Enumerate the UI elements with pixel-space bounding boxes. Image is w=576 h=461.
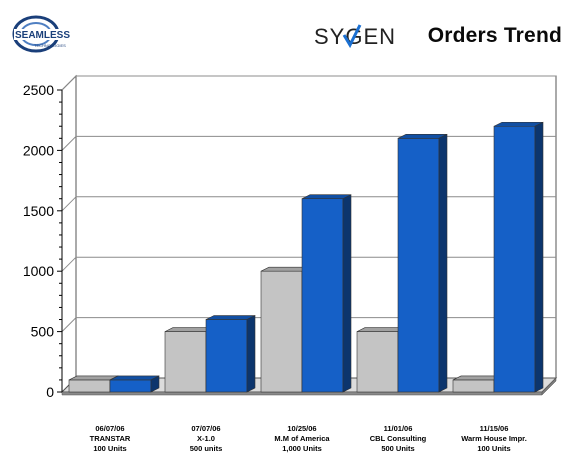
logo-text: SEAMLESS — [15, 30, 70, 41]
x-label-3-line-1: CBL Consulting — [370, 434, 427, 443]
gridline-left-1500 — [61, 196, 77, 212]
y-tick-label: 2000 — [23, 142, 54, 158]
bar-blue-4-side — [534, 121, 544, 393]
x-label-4-line-1: Warm House Impr. — [461, 434, 527, 443]
x-label-3-line-0: 11/01/06 — [384, 424, 413, 433]
bar-blue-2-side — [342, 194, 352, 393]
y-tick-label: 500 — [31, 324, 55, 340]
sygen-logo: SYGEN — [314, 24, 395, 49]
y-tick-label: 2500 — [23, 82, 54, 98]
gridline-left-2500 — [61, 75, 77, 91]
bar-gray-3 — [356, 331, 399, 393]
x-label-1-line-0: 07/07/06 — [191, 424, 220, 433]
x-label-2-line-1: M.M of America — [274, 434, 330, 443]
x-label-2-line-2: 1,000 Units — [282, 444, 322, 453]
bar-blue-0-side — [150, 375, 160, 393]
bar-blue-3-side — [438, 133, 448, 393]
gridline-left-2000 — [61, 136, 77, 151]
logo-subtext: TECHNOLOGIES — [34, 43, 66, 48]
x-label-0-line-1: TRANSTAR — [90, 434, 131, 443]
bar-blue-1 — [205, 319, 248, 393]
x-label-4-line-2: 100 Units — [477, 444, 510, 453]
x-label-2-line-0: 10/25/06 — [287, 424, 316, 433]
gridline-left-1000 — [61, 256, 77, 272]
bar-gray-2 — [260, 270, 303, 393]
bar-blue-4 — [493, 125, 536, 393]
bar-blue-2 — [301, 198, 344, 393]
bar-gray-4 — [452, 379, 495, 393]
left-wall — [61, 74, 77, 394]
y-tick-label: 1000 — [23, 263, 54, 279]
floor-front — [61, 391, 543, 396]
bar-blue-0 — [109, 379, 152, 393]
x-label-1-line-2: 500 units — [190, 444, 223, 453]
bar-blue-1-side — [246, 315, 256, 393]
sygen-check-icon — [342, 24, 362, 49]
y-axis-ticks: 0 500 1000 1500 2000 2500 — [23, 82, 63, 400]
bar-gray-0 — [68, 379, 111, 393]
seamless-logo: SEAMLESS TECHNOLOGIES — [10, 12, 90, 54]
logo-text-bar — [14, 29, 88, 40]
y-tick-label: 1500 — [23, 203, 54, 219]
bar-blue-3 — [397, 138, 440, 393]
x-label-3-line-2: 500 Units — [381, 444, 414, 453]
bar-gray-1 — [164, 331, 207, 393]
x-label-0-line-2: 100 Units — [93, 444, 126, 453]
y-tick-label: 0 — [46, 384, 54, 400]
page-title: Orders Trend — [427, 24, 562, 47]
floor-side — [541, 377, 557, 396]
x-label-0-line-0: 06/07/06 — [95, 424, 124, 433]
x-label-1-line-1: X-1.0 — [197, 434, 215, 443]
gridline-left-500 — [61, 317, 77, 332]
x-label-4-line-0: 11/15/06 — [480, 424, 509, 433]
header-brand: SYGEN Orders Trend — [314, 14, 562, 58]
chart-bars — [68, 121, 544, 393]
